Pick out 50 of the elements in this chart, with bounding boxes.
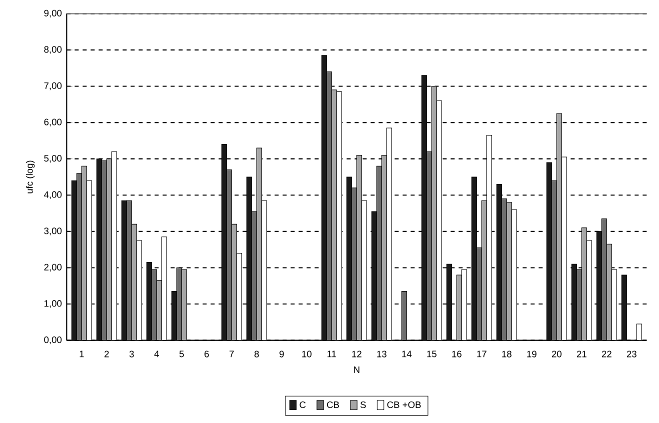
x-tick-label: 18 [502,350,512,358]
legend-label: S [360,401,366,408]
x-tick-label: 20 [552,350,562,358]
x-tick-label: 15 [427,350,436,358]
bar [431,86,437,340]
legend-label: C [300,401,306,408]
y-tick-label: 6,00 [44,118,62,126]
x-tick-label: 7 [230,350,234,358]
bar [106,158,112,340]
x-tick-label: 4 [154,350,159,358]
x-tick-label: 16 [452,350,462,358]
y-tick-label: 3,00 [44,228,62,236]
bar [356,154,362,340]
y-tick-label: 0,00 [44,336,62,344]
y-tick-label: 7,00 [44,82,62,90]
bar [81,166,87,340]
y-tick-label: 8,00 [44,46,62,54]
x-tick-label: 2 [104,350,109,358]
x-tick-label: 8 [254,350,259,358]
x-tick-label: 10 [302,350,312,358]
x-tick-label: 22 [602,350,612,358]
y-tick-label: 4,00 [44,191,62,199]
bar [131,224,137,340]
y-tick-label: 2,00 [44,264,62,272]
legend-label: CB +OB [387,401,421,408]
x-tick-label: 21 [576,350,586,358]
legend-label: CB [327,401,339,408]
x-tick-label: 14 [402,350,412,358]
x-axis-title: N [354,366,360,373]
y-tick-label: 9,00 [44,10,62,18]
bar [331,90,337,340]
x-tick-label: 12 [352,350,362,358]
x-tick-label: 6 [204,350,209,358]
x-tick-label: 1 [80,350,84,358]
y-axis-title: ufc (log) [26,160,35,194]
bar [581,228,587,340]
bar [506,202,512,340]
x-tick-label: 13 [377,350,386,358]
x-tick-label: 11 [328,350,336,358]
x-tick-label: 9 [280,350,284,358]
x-tick-label: 19 [527,350,536,358]
bar [256,148,262,340]
y-tick-label: 1,00 [44,300,62,308]
x-tick-label: 23 [626,350,636,358]
x-tick-label: 17 [477,350,486,358]
x-tick-label: 3 [129,350,134,358]
y-tick-label: 5,00 [44,155,62,163]
bar [381,154,387,340]
bar [556,113,562,340]
x-tick-label: 5 [179,350,184,358]
